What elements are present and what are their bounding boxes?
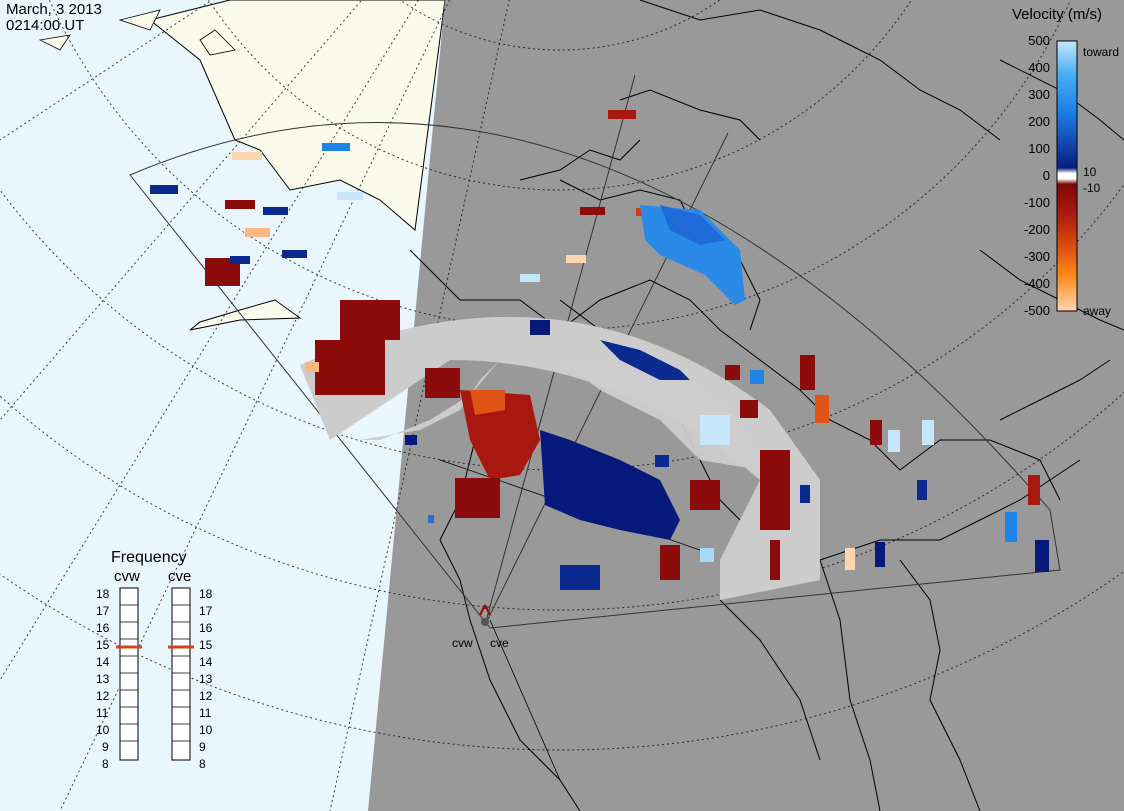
velocity-blue-cells xyxy=(150,143,1049,590)
freq-scale-right: 14 xyxy=(199,655,213,669)
colorbar-plus10-label: 10 xyxy=(1083,165,1097,179)
alaska-peninsula xyxy=(189,299,302,331)
freq-scale-right: 17 xyxy=(199,604,213,618)
freq-scale-left: 13 xyxy=(96,672,110,686)
velocity-red-cells xyxy=(205,110,1040,580)
colorbar-away-label: away xyxy=(1083,304,1112,318)
freq-scale-left: 16 xyxy=(96,621,110,635)
freq-scale-left: 18 xyxy=(96,587,110,601)
freq-scale-right: 16 xyxy=(199,621,213,635)
freq-scale-left: 15 xyxy=(96,638,110,652)
freq-scale-left: 17 xyxy=(96,604,110,618)
freq-scale-right: 18 xyxy=(199,587,213,601)
freq-scale-left: 10 xyxy=(96,723,110,737)
date-label: March, 3 2013 xyxy=(6,1,102,18)
freq-scale-right: 12 xyxy=(199,689,213,703)
colorbar-toward-label: toward xyxy=(1083,45,1120,59)
cve-frequency-marker xyxy=(168,645,194,649)
colorbar-title: Velocity (m/s) xyxy=(1012,6,1103,23)
freq-scale-right: 10 xyxy=(199,723,213,737)
colorbar-tick: -300 xyxy=(1023,249,1050,264)
frequency-left-radar: cvw xyxy=(114,568,140,585)
radar-label-west: cvw xyxy=(452,636,473,650)
freq-scale-right: 15 xyxy=(199,638,213,652)
freq-scale-right: 9 xyxy=(199,740,206,754)
freq-scale-right: 11 xyxy=(199,706,212,720)
time-label: 0214:00 UT xyxy=(6,17,85,34)
freq-scale-left: 14 xyxy=(96,655,110,669)
colorbar-tick: 0 xyxy=(1042,168,1050,183)
alaska-landmass xyxy=(148,0,446,231)
freq-scale-left: 12 xyxy=(96,689,110,703)
freq-scale-right: 13 xyxy=(199,672,213,686)
freq-scale-left: 8 xyxy=(102,757,109,771)
frequency-gauge-ticks xyxy=(120,604,190,742)
radar-label-east: cve xyxy=(490,636,509,650)
colorbar-tick: -400 xyxy=(1023,276,1050,291)
frequency-title: Frequency xyxy=(111,549,187,566)
colorbar-tick: 300 xyxy=(1028,87,1050,102)
freq-scale-left: 11 xyxy=(96,706,109,720)
velocity-colorbar xyxy=(1056,40,1078,312)
freq-scale-left: 9 xyxy=(102,740,109,754)
frequency-gauges xyxy=(119,587,191,761)
cvw-frequency-marker xyxy=(116,645,142,649)
frequency-right-radar: cve xyxy=(168,568,192,585)
colorbar-tick: -200 xyxy=(1023,222,1050,237)
colorbar-tick: -100 xyxy=(1023,195,1050,210)
radar-site-marker xyxy=(481,618,489,626)
colorbar-tick: 400 xyxy=(1028,60,1050,75)
colorbar-tick: 200 xyxy=(1028,114,1050,129)
freq-scale-right: 8 xyxy=(199,757,206,771)
colorbar-tick: 100 xyxy=(1028,141,1050,156)
velocity-away-cells xyxy=(232,152,855,570)
colorbar-tick: -500 xyxy=(1023,303,1050,318)
colorbar-tick: 500 xyxy=(1028,33,1050,48)
colorbar-minus10-label: -10 xyxy=(1083,181,1101,195)
